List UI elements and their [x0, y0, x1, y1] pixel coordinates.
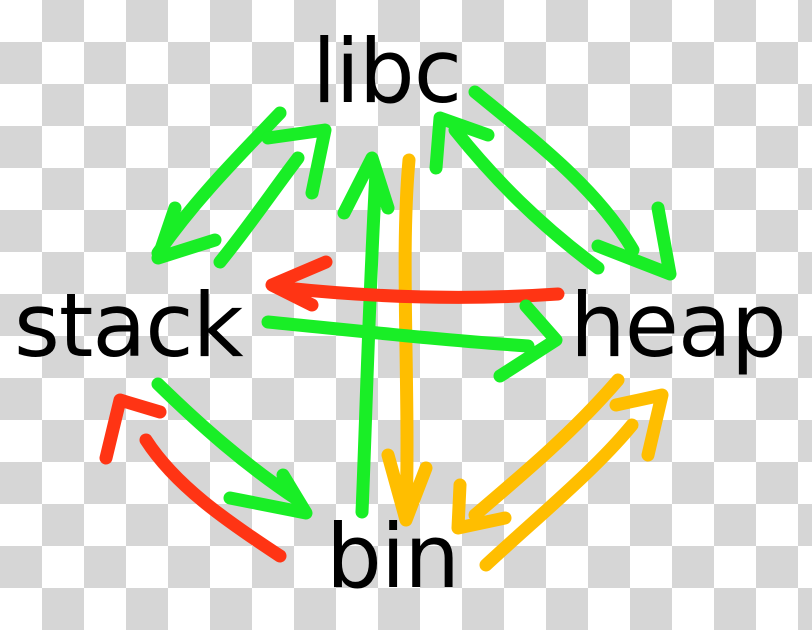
arrow-bin-to-stack	[99, 393, 287, 563]
arrow-libc-to-bin	[381, 153, 433, 527]
node-stack: stack	[14, 274, 244, 377]
node-heap: heap	[570, 274, 787, 377]
arrow-heap-to-stack	[265, 255, 565, 312]
arrow-bin-to-libc	[337, 151, 395, 519]
arrow-libc-to-heap	[468, 85, 677, 281]
arrow-bin-to-heap	[479, 388, 669, 572]
arrow-stack-to-libc	[213, 123, 332, 269]
node-libc: libc	[312, 20, 462, 123]
arrow-stack-to-bin	[151, 377, 313, 520]
node-bin: bin	[326, 505, 460, 608]
arrow-heap-to-libc	[429, 111, 605, 275]
arrow-stack-to-heap	[261, 299, 563, 383]
arrow-libc-to-stack	[151, 106, 287, 265]
arrow-heap-to-bin	[451, 373, 625, 535]
